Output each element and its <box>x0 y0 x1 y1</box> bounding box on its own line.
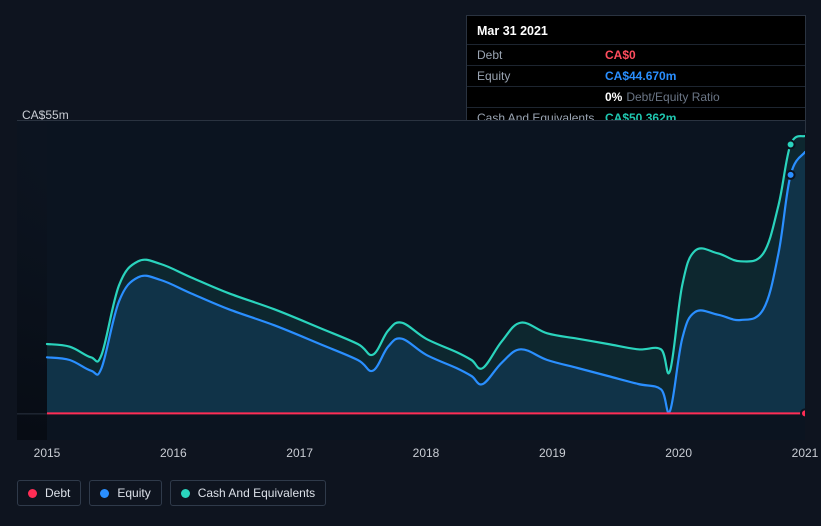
legend-label: Equity <box>117 486 150 500</box>
debt-dot-icon <box>28 489 37 498</box>
legend-item-cash[interactable]: Cash And Equivalents <box>170 480 326 506</box>
legend-item-equity[interactable]: Equity <box>89 480 161 506</box>
x-axis-label: 2020 <box>665 446 692 460</box>
cash-marker-icon <box>787 141 795 149</box>
tooltip-value: CA$0 <box>605 48 636 62</box>
x-axis-label: 2017 <box>286 446 313 460</box>
chart-container: Mar 31 2021 DebtCA$0EquityCA$44.670m0%De… <box>0 0 821 526</box>
equity-marker-icon <box>787 171 795 179</box>
tooltip-value: 0%Debt/Equity Ratio <box>605 90 720 104</box>
tooltip-row: 0%Debt/Equity Ratio <box>467 86 805 107</box>
tooltip-date: Mar 31 2021 <box>467 20 805 44</box>
cash-dot-icon <box>181 489 190 498</box>
tooltip-label: Debt <box>477 48 605 62</box>
x-axis-label: 2021 <box>792 446 819 460</box>
debt-marker-icon <box>801 409 805 417</box>
hover-tooltip: Mar 31 2021 DebtCA$0EquityCA$44.670m0%De… <box>466 15 806 133</box>
tooltip-value: CA$44.670m <box>605 69 676 83</box>
legend-label: Debt <box>45 486 70 500</box>
x-axis-label: 2018 <box>413 446 440 460</box>
legend: Debt Equity Cash And Equivalents <box>17 480 326 506</box>
area-chart[interactable] <box>17 120 805 440</box>
x-axis-label: 2016 <box>160 446 187 460</box>
legend-label: Cash And Equivalents <box>198 486 315 500</box>
tooltip-row: DebtCA$0 <box>467 44 805 65</box>
equity-dot-icon <box>100 489 109 498</box>
x-axis-label: 2019 <box>539 446 566 460</box>
legend-item-debt[interactable]: Debt <box>17 480 81 506</box>
tooltip-label: Equity <box>477 69 605 83</box>
tooltip-label <box>477 90 605 104</box>
x-axis-label: 2015 <box>34 446 61 460</box>
x-axis: 2015201620172018201920202021 <box>17 446 805 462</box>
tooltip-row: EquityCA$44.670m <box>467 65 805 86</box>
